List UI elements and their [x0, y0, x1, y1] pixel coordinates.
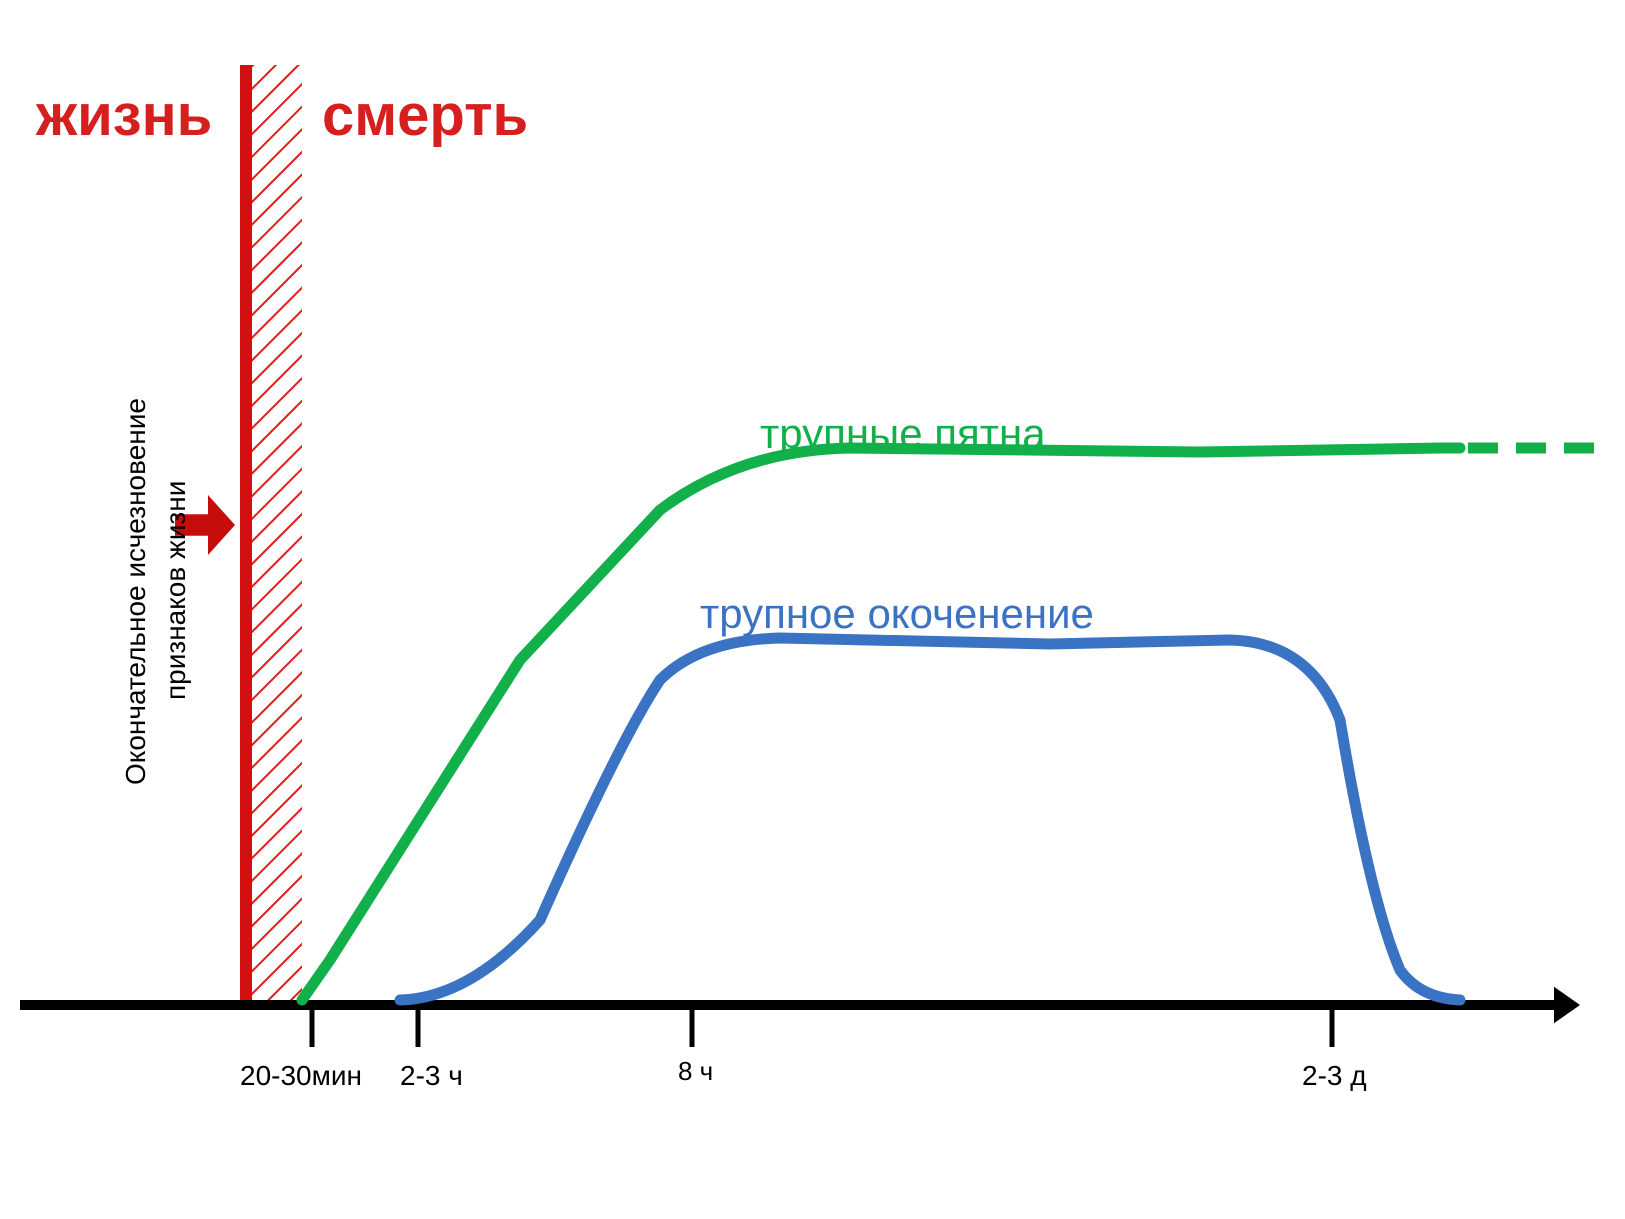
- tick-label-3: 2-3 д: [1302, 1060, 1367, 1092]
- blue-curve: [400, 638, 1460, 1000]
- tick-label-1: 2-3 ч: [400, 1060, 463, 1092]
- tick-label-2: 8 ч: [678, 1056, 713, 1087]
- green-curve-label: трупные пятна: [760, 410, 1046, 458]
- vertical-label-line1: Окончательное исчезновение: [120, 398, 152, 785]
- tick-label-0: 20-30мин: [240, 1060, 362, 1092]
- life-label: жизнь: [36, 82, 212, 149]
- divider-solid-stripe: [240, 65, 252, 1005]
- timeline-diagram: жизнь смерть Окончательное исчезновение …: [0, 0, 1625, 1219]
- x-axis-arrowhead: [1554, 987, 1580, 1023]
- vertical-label-line2: признаков жизни: [160, 481, 192, 700]
- green-curve: [302, 448, 1460, 1000]
- blue-curve-label: трупное окоченение: [700, 590, 1094, 638]
- death-label: смерть: [322, 82, 528, 149]
